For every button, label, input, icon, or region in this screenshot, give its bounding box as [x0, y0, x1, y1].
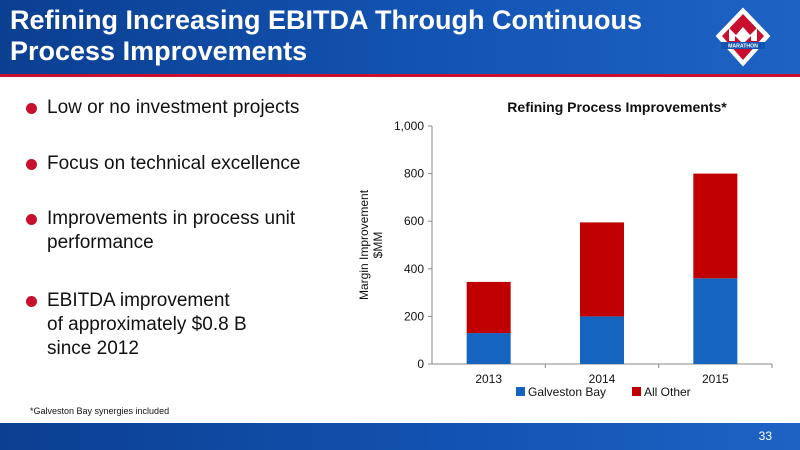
y-axis-label-line: $MM: [371, 232, 385, 259]
marathon-logo: MARATHON: [715, 7, 771, 67]
y-tick-label: 400: [404, 262, 424, 276]
y-tick-label: 1,000: [394, 119, 424, 133]
bullet-dot-icon: [26, 159, 37, 170]
bar-segment: [580, 222, 624, 317]
x-tick-label: 2013: [475, 372, 502, 386]
page-number: 33: [758, 429, 772, 443]
y-tick-label: 600: [404, 214, 424, 228]
y-axis-label-line: Margin Improvement: [357, 189, 371, 300]
bullet-item: EBITDA improvement of approximately $0.8…: [26, 289, 247, 361]
legend-label: All Other: [644, 385, 691, 399]
legend-swatch: [516, 387, 525, 396]
y-tick-label: 800: [404, 167, 424, 181]
bullet-text: Improvements in process unit performance: [47, 208, 296, 253]
header-divider: [0, 74, 800, 77]
bullet-dot-icon: [26, 103, 37, 114]
x-tick-label: 2015: [702, 372, 729, 386]
bullet-dot-icon: [26, 214, 37, 225]
header-bar: Refining Increasing EBITDA Through Conti…: [0, 0, 800, 74]
bullet-text: EBITDA improvement of approximately $0.8…: [47, 290, 247, 359]
footer-bar: 33: [0, 423, 800, 450]
bar-segment: [466, 281, 511, 334]
bullet-item: Focus on technical excellence: [26, 152, 300, 176]
slide-title: Refining Increasing EBITDA Through Conti…: [10, 5, 642, 66]
chart-svg: Refining Process Improvements* 0 200 400 600…: [357, 99, 773, 399]
footnote: *Galveston Bay synergies included: [30, 406, 170, 416]
bar-segment: [580, 316, 624, 364]
y-tick-label: 200: [404, 309, 424, 323]
logo-text: MARATHON: [728, 44, 758, 50]
y-axis-label: Margin Improvement$MM: [357, 189, 385, 300]
bar-segment: [693, 173, 738, 279]
chart-title: Refining Process Improvements*: [507, 99, 727, 115]
legend-swatch: [632, 387, 641, 396]
bullet-item: Low or no investment projects: [26, 96, 299, 120]
bullet-item: Improvements in process unit performance: [26, 207, 295, 255]
bar-segment: [466, 333, 511, 364]
bar-segment: [693, 278, 738, 364]
bullet-text: Low or no investment projects: [47, 97, 300, 118]
bullet-dot-icon: [26, 296, 37, 307]
bar-chart: Refining Process Improvements* 0 200 400 600…: [340, 92, 800, 422]
bullet-text: Focus on technical excellence: [47, 153, 301, 174]
x-tick-label: 2014: [589, 372, 616, 386]
legend-label: Galveston Bay: [528, 385, 606, 399]
y-tick-label: 0: [417, 357, 424, 371]
